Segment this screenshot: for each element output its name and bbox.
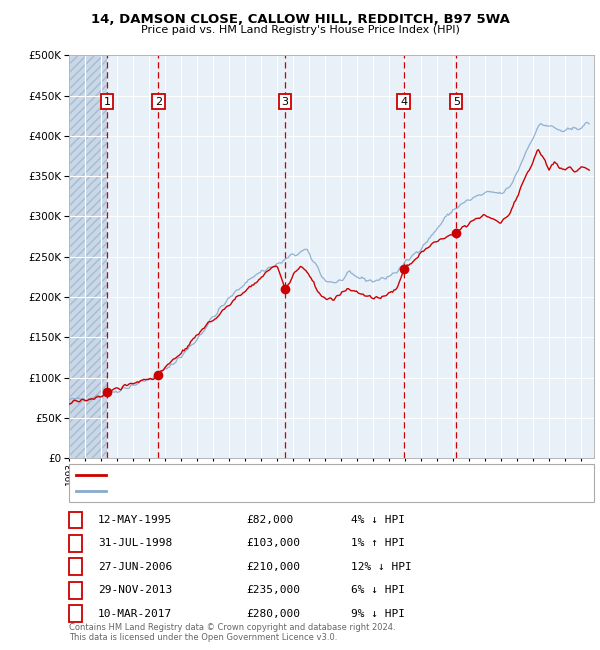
Text: 4: 4 <box>400 97 407 107</box>
Text: 5: 5 <box>72 608 79 619</box>
Text: 3: 3 <box>72 562 79 572</box>
Text: 14, DAMSON CLOSE, CALLOW HILL, REDDITCH, B97 5WA (detached house): 14, DAMSON CLOSE, CALLOW HILL, REDDITCH,… <box>110 470 475 480</box>
Text: 1: 1 <box>103 97 110 107</box>
Text: Price paid vs. HM Land Registry's House Price Index (HPI): Price paid vs. HM Land Registry's House … <box>140 25 460 34</box>
Text: 4: 4 <box>72 585 79 595</box>
Text: 12% ↓ HPI: 12% ↓ HPI <box>351 562 412 572</box>
Text: 27-JUN-2006: 27-JUN-2006 <box>98 562 172 572</box>
Text: 3: 3 <box>281 97 289 107</box>
Text: 1: 1 <box>72 515 79 525</box>
Text: 2: 2 <box>155 97 162 107</box>
Bar <box>69 55 107 458</box>
Text: £103,000: £103,000 <box>246 538 300 549</box>
Text: 29-NOV-2013: 29-NOV-2013 <box>98 585 172 595</box>
Text: 10-MAR-2017: 10-MAR-2017 <box>98 608 172 619</box>
Text: 12-MAY-1995: 12-MAY-1995 <box>98 515 172 525</box>
Text: 1% ↑ HPI: 1% ↑ HPI <box>351 538 405 549</box>
Text: 14, DAMSON CLOSE, CALLOW HILL, REDDITCH, B97 5WA: 14, DAMSON CLOSE, CALLOW HILL, REDDITCH,… <box>91 13 509 26</box>
Text: HPI: Average price, detached house, Redditch: HPI: Average price, detached house, Redd… <box>110 486 334 496</box>
Text: 9% ↓ HPI: 9% ↓ HPI <box>351 608 405 619</box>
Text: 2: 2 <box>72 538 79 549</box>
Text: 31-JUL-1998: 31-JUL-1998 <box>98 538 172 549</box>
Text: 6% ↓ HPI: 6% ↓ HPI <box>351 585 405 595</box>
Text: £82,000: £82,000 <box>246 515 293 525</box>
Text: Contains HM Land Registry data © Crown copyright and database right 2024.
This d: Contains HM Land Registry data © Crown c… <box>69 623 395 642</box>
Text: £235,000: £235,000 <box>246 585 300 595</box>
Text: 4% ↓ HPI: 4% ↓ HPI <box>351 515 405 525</box>
Text: £210,000: £210,000 <box>246 562 300 572</box>
Text: £280,000: £280,000 <box>246 608 300 619</box>
Text: 5: 5 <box>452 97 460 107</box>
